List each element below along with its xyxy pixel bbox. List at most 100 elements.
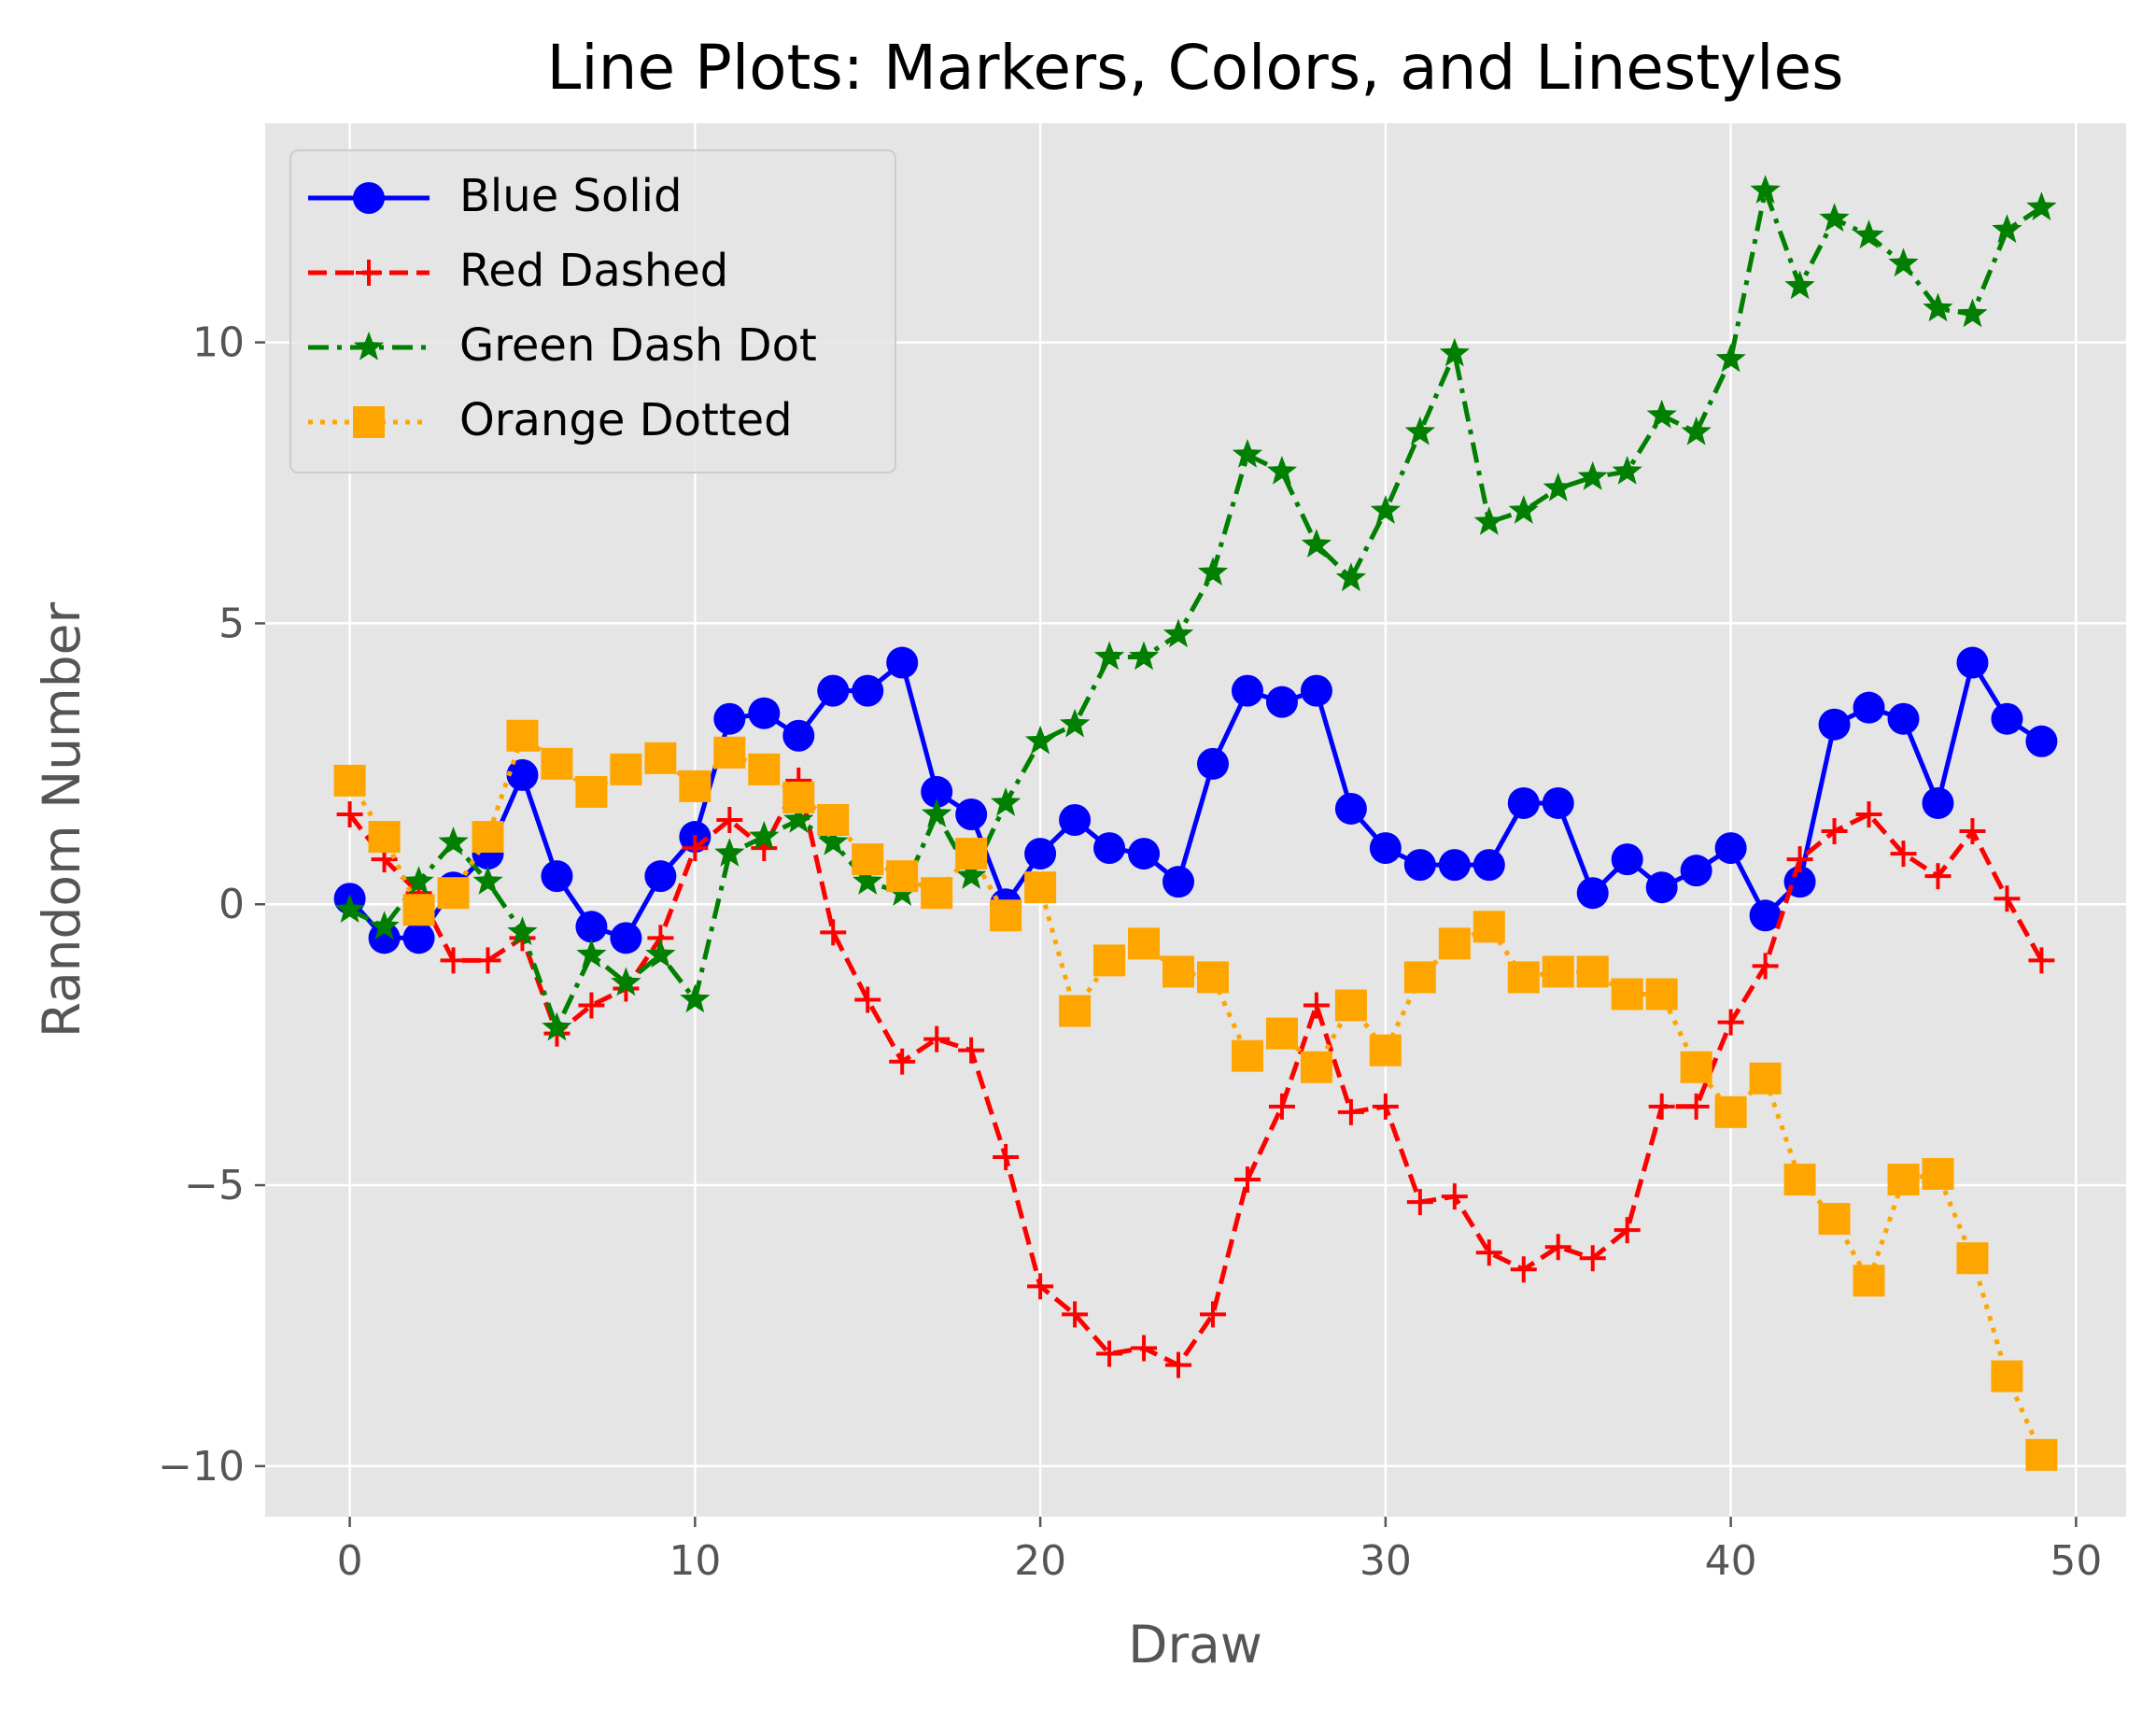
data-point-red-dashed [1027, 1273, 1054, 1300]
data-point-blue-solid [1714, 832, 1747, 865]
data-point-orange-dotted [1645, 978, 1678, 1010]
data-point-green-dash-dot [714, 838, 745, 867]
data-point-green-dash-dot [1819, 203, 1850, 232]
data-point-red-dashed [889, 1048, 916, 1075]
data-point-orange-dotted [2025, 1438, 2058, 1471]
data-point-red-dashed [1475, 1239, 1502, 1266]
data-point-blue-solid [1369, 832, 1402, 865]
data-point-red-dashed [1994, 885, 2021, 912]
data-point-green-dash-dot [645, 939, 676, 968]
data-point-orange-dotted [1507, 961, 1540, 994]
data-point-red-dashed [1717, 1009, 1744, 1036]
data-point-orange-dotted [1438, 927, 1471, 960]
data-point-blue-solid [1853, 691, 1885, 724]
data-point-green-dash-dot [1266, 456, 1298, 485]
data-point-green-dash-dot [922, 798, 952, 827]
data-point-green-dash-dot [472, 866, 503, 895]
data-point-blue-solid [1680, 855, 1712, 887]
data-point-orange-dotted [782, 781, 815, 813]
data-point-blue-solid [1163, 866, 1195, 898]
data-point-orange-dotted [1231, 1039, 1263, 1072]
data-point-blue-solid [1403, 849, 1436, 882]
data-point-orange-dotted [1991, 1360, 2023, 1392]
data-point-blue-solid [782, 719, 815, 752]
legend-label-green-dash-dot: Green Dash Dot [459, 319, 817, 372]
data-point-blue-solid [1473, 849, 1505, 882]
data-point-orange-dotted [1853, 1265, 1885, 1297]
data-point-red-dashed [958, 1037, 985, 1064]
data-point-red-dashed [578, 992, 605, 1019]
data-point-blue-solid [1645, 871, 1678, 904]
data-point-orange-dotted [1059, 995, 1092, 1027]
data-point-green-dash-dot [403, 866, 434, 895]
x-tick-label: 50 [2050, 1537, 2102, 1585]
legend-symbols [308, 182, 430, 438]
y-axis-label: Random Number [32, 602, 92, 1039]
data-point-orange-dotted [679, 770, 712, 802]
data-point-orange-dotted [1783, 1164, 1816, 1196]
data-point-blue-solid [1300, 674, 1332, 707]
data-point-orange-dotted [990, 899, 1022, 932]
data-point-red-dashed [1579, 1245, 1606, 1272]
y-tick-label: −5 [184, 1162, 245, 1209]
data-point-green-dash-dot [1128, 641, 1160, 671]
data-point-orange-dotted [1956, 1242, 1989, 1275]
data-point-orange-dotted [610, 753, 642, 785]
x-tick-label: 40 [1705, 1537, 1757, 1585]
data-point-blue-solid [955, 798, 988, 830]
data-point-red-dashed [923, 1025, 951, 1053]
data-point-green-dash-dot [1888, 247, 1919, 277]
data-point-green-dash-dot [1370, 495, 1401, 524]
data-point-blue-solid [575, 911, 608, 943]
legend-marker-green-dash-dot [353, 332, 385, 360]
data-point-red-dashed [1648, 1093, 1675, 1120]
data-point-green-dash-dot [956, 860, 987, 889]
data-point-green-dash-dot [438, 827, 469, 855]
data-point-orange-dotted [1922, 1158, 1954, 1191]
data-point-orange-dotted [644, 742, 677, 774]
data-point-red-dashed [1372, 1093, 1399, 1120]
data-point-blue-solid [1749, 899, 1782, 932]
data-point-blue-solid [506, 758, 539, 791]
data-point-red-dashed [1855, 800, 1882, 827]
data-point-blue-solid [1334, 792, 1367, 825]
data-point-green-dash-dot [334, 894, 365, 923]
data-point-green-dash-dot [1024, 725, 1056, 755]
data-point-green-dash-dot [1750, 175, 1781, 204]
data-point-red-dashed [820, 919, 847, 946]
data-point-green-dash-dot [680, 983, 711, 1013]
data-point-blue-solid [1991, 702, 2023, 735]
data-point-red-dashed [2028, 947, 2055, 974]
data-point-orange-dotted [817, 804, 850, 836]
data-point-orange-dotted [1714, 1095, 1747, 1128]
data-point-orange-dotted [1369, 1034, 1402, 1067]
data-point-green-dash-dot [1093, 641, 1125, 671]
data-point-blue-solid [1887, 702, 1920, 735]
data-point-blue-solid [1956, 646, 1989, 679]
data-point-red-dashed [1199, 1301, 1226, 1328]
data-point-green-dash-dot [1681, 416, 1712, 445]
data-point-red-dashed [1544, 1234, 1571, 1261]
data-point-red-dashed [1337, 1098, 1364, 1125]
data-point-blue-solid [852, 674, 884, 707]
x-tick-label: 20 [1014, 1537, 1066, 1585]
data-point-red-dashed [474, 947, 501, 974]
data-point-blue-solid [1196, 747, 1229, 780]
data-point-orange-dotted [541, 747, 573, 780]
data-point-orange-dotted [852, 843, 884, 876]
legend-label-orange-dotted: Orange Dotted [459, 394, 793, 446]
x-tick-label: 0 [337, 1537, 363, 1585]
data-point-red-dashed [1752, 953, 1779, 980]
x-axis-label: Draw [1128, 1615, 1262, 1675]
data-point-green-dash-dot [542, 1011, 572, 1041]
data-point-green-dash-dot [749, 821, 780, 850]
data-point-red-dashed [716, 807, 743, 833]
data-point-green-dash-dot [1715, 343, 1746, 373]
data-point-orange-dotted [1300, 1051, 1332, 1083]
series-layer [333, 175, 2058, 1471]
tick-layer: 0 10 20 30 40 50 −10 −5 0 5 10 [158, 319, 2102, 1585]
data-point-red-dashed [1683, 1093, 1710, 1120]
data-point-orange-dotted [1887, 1164, 1920, 1196]
data-point-green-dash-dot [369, 911, 400, 940]
data-point-green-dash-dot [1059, 708, 1091, 738]
